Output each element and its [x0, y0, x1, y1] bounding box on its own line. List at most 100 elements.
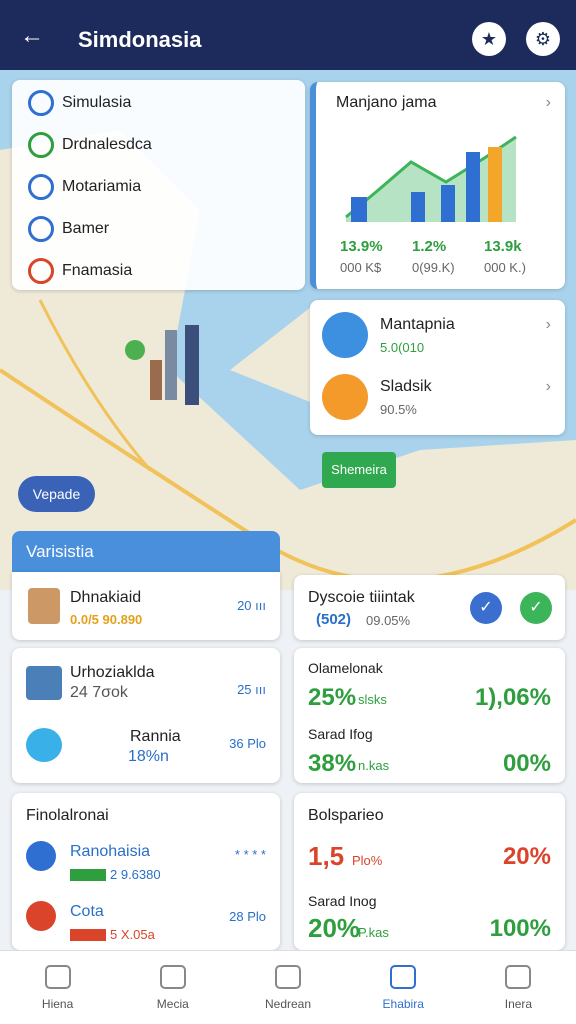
row-unit: P.kas — [358, 925, 389, 940]
section-title: Varisistia — [26, 542, 94, 561]
card-value: 90.5% — [380, 402, 417, 417]
row-title: Rannia — [130, 728, 181, 745]
row-value: 5 X.05a — [110, 927, 155, 942]
status-card[interactable]: Dyscoie tiiintak (502) 09.05% ✓ ✓ — [294, 575, 565, 640]
card-title: Mantapnia — [380, 316, 455, 333]
stat-sub: 000 K.) — [484, 260, 526, 275]
row-title: Sarad Inog — [308, 893, 377, 909]
nav-label: Inera — [504, 997, 533, 1011]
row-side: 00% — [502, 750, 551, 777]
card-value: 5.0(010 — [380, 340, 425, 355]
row-value: 24 7σok — [70, 684, 128, 701]
nav-item[interactable]: Inera — [461, 951, 576, 1024]
nav-icon — [505, 965, 532, 989]
row-value: 20% — [308, 913, 361, 943]
row-bar — [70, 929, 106, 941]
row-icon — [26, 666, 62, 700]
chevron: › — [545, 378, 551, 395]
nav-item[interactable]: Nedrean — [230, 951, 345, 1024]
menu-item[interactable]: Simulasia — [62, 94, 132, 111]
row-icon — [26, 728, 62, 762]
nav-item[interactable]: Hiena — [0, 951, 115, 1024]
stat-sub: 0(99.K) — [412, 260, 455, 275]
card-value: 0.0/5 90.890 — [70, 612, 143, 627]
nav-icon — [159, 965, 186, 989]
nav-label: Nedrean — [264, 997, 312, 1011]
card-sub: 09.05% — [366, 613, 411, 628]
row-value: 1,5 — [308, 841, 345, 871]
row-side: 20% — [502, 843, 551, 870]
menu-item[interactable]: Fnamasia — [62, 262, 133, 279]
card-icon — [322, 374, 368, 420]
menu-icon — [28, 216, 54, 242]
view-button[interactable]: Vepade — [18, 476, 95, 512]
card-value: (502) — [316, 611, 352, 628]
stats-card[interactable]: Bolsparieo 1,5 Plo% 20% Sarad Inog 20% P.kas 10… — [294, 793, 565, 950]
menu-icon — [28, 90, 54, 116]
row-side: 28 Plo — [229, 909, 266, 924]
check-button[interactable]: ✓ — [520, 592, 552, 624]
row-icon — [26, 901, 56, 931]
stat-value: 1.2% — [412, 238, 447, 255]
menu-item[interactable]: Motariamia — [62, 178, 142, 195]
menu-item[interactable]: Drdnalesdca — [62, 136, 152, 153]
nav-icon — [275, 965, 301, 989]
summary-card[interactable]: Dhnakiaid 0.0/5 90.890 20 ııı — [12, 572, 280, 640]
stat-value: 13.9% — [340, 238, 383, 255]
stat-value: 13.9k — [484, 238, 522, 255]
row-unit: n.kas — [358, 758, 390, 773]
row-value: 18%n — [128, 748, 169, 765]
nav-label: Ehabira — [382, 997, 424, 1011]
row-value: 38% — [308, 750, 357, 777]
row-side: 25 ııı — [237, 682, 266, 697]
nav-item[interactable]: Mecia — [115, 951, 230, 1024]
chevron: › — [545, 316, 551, 333]
stats-card[interactable]: Olamelonak 25% slsks 1),06% Sarad Ifog 38% n.k… — [294, 648, 565, 783]
row-unit: Plo% — [352, 853, 383, 868]
map-info-card: Mantapnia 5.0(010 › Sladsik 90.5% › — [310, 300, 565, 435]
card-side: 20 ııı — [237, 598, 266, 613]
stats-card[interactable]: Urhoziaklda 24 7σok 25 ııı Rannia 18%n 36 Plo — [12, 648, 280, 783]
row-title: Urhoziaklda — [70, 664, 155, 681]
stats-card[interactable]: Finolalronai Ranohaisia 2 9.6380 * * * * Cot… — [12, 793, 280, 950]
trend-graphic — [345, 135, 517, 222]
favorites-button[interactable]: ★ — [472, 22, 506, 56]
side-menu: Simulasia Drdnalesdca Motariamia Bamer Fnama… — [12, 80, 305, 290]
row-side: 100% — [489, 915, 551, 942]
row-title: Olamelonak — [308, 660, 383, 676]
nav-icon — [44, 965, 71, 989]
row-bar — [70, 869, 106, 881]
menu-item[interactable]: Bamer — [62, 220, 110, 237]
app-title: Simdonasia — [78, 27, 202, 52]
row-title: Ranohaisia — [70, 843, 151, 860]
row-side: 1),06% — [474, 684, 551, 711]
nav-icon — [390, 965, 417, 989]
card-title: Finolalronai — [26, 807, 109, 824]
section-header: Varisistia — [12, 531, 280, 572]
nav-label: Hiena — [41, 997, 74, 1011]
stat-sub: 000 K$ — [340, 260, 382, 275]
row-unit: slsks — [358, 692, 387, 707]
row-title: Cota — [70, 903, 104, 920]
row-side: * * * * — [234, 847, 266, 862]
row-value: 25% — [308, 684, 357, 711]
menu-icon — [28, 132, 54, 158]
check-button[interactable]: ✓ — [470, 592, 502, 624]
back-button[interactable]: ← — [20, 22, 44, 49]
menu-icon — [28, 258, 54, 284]
bottom-nav: Hiena Mecia Nedrean Ehabira Inera — [0, 950, 576, 1024]
card-title: Manjano jama — [336, 94, 437, 111]
card-icon — [322, 312, 368, 358]
nav-item[interactable]: Ehabira — [346, 951, 461, 1024]
nav-label: Mecia — [156, 997, 189, 1011]
map-button[interactable]: Shemeira — [322, 452, 396, 488]
settings-button[interactable]: ⚙ — [526, 22, 560, 56]
row-icon — [26, 841, 56, 871]
top-bar: ← Simdonasia ★ ⚙ — [0, 0, 576, 70]
row-side: 36 Plo — [229, 736, 266, 751]
card-title: Bolsparieo — [308, 807, 384, 824]
card-title: Dyscoie tiiintak — [308, 589, 415, 606]
trend-card[interactable]: Manjano jama › 13.9% 000 K$ 1.2% 0(99.K) 13.… — [310, 82, 565, 289]
card-title: Sladsik — [380, 378, 432, 395]
